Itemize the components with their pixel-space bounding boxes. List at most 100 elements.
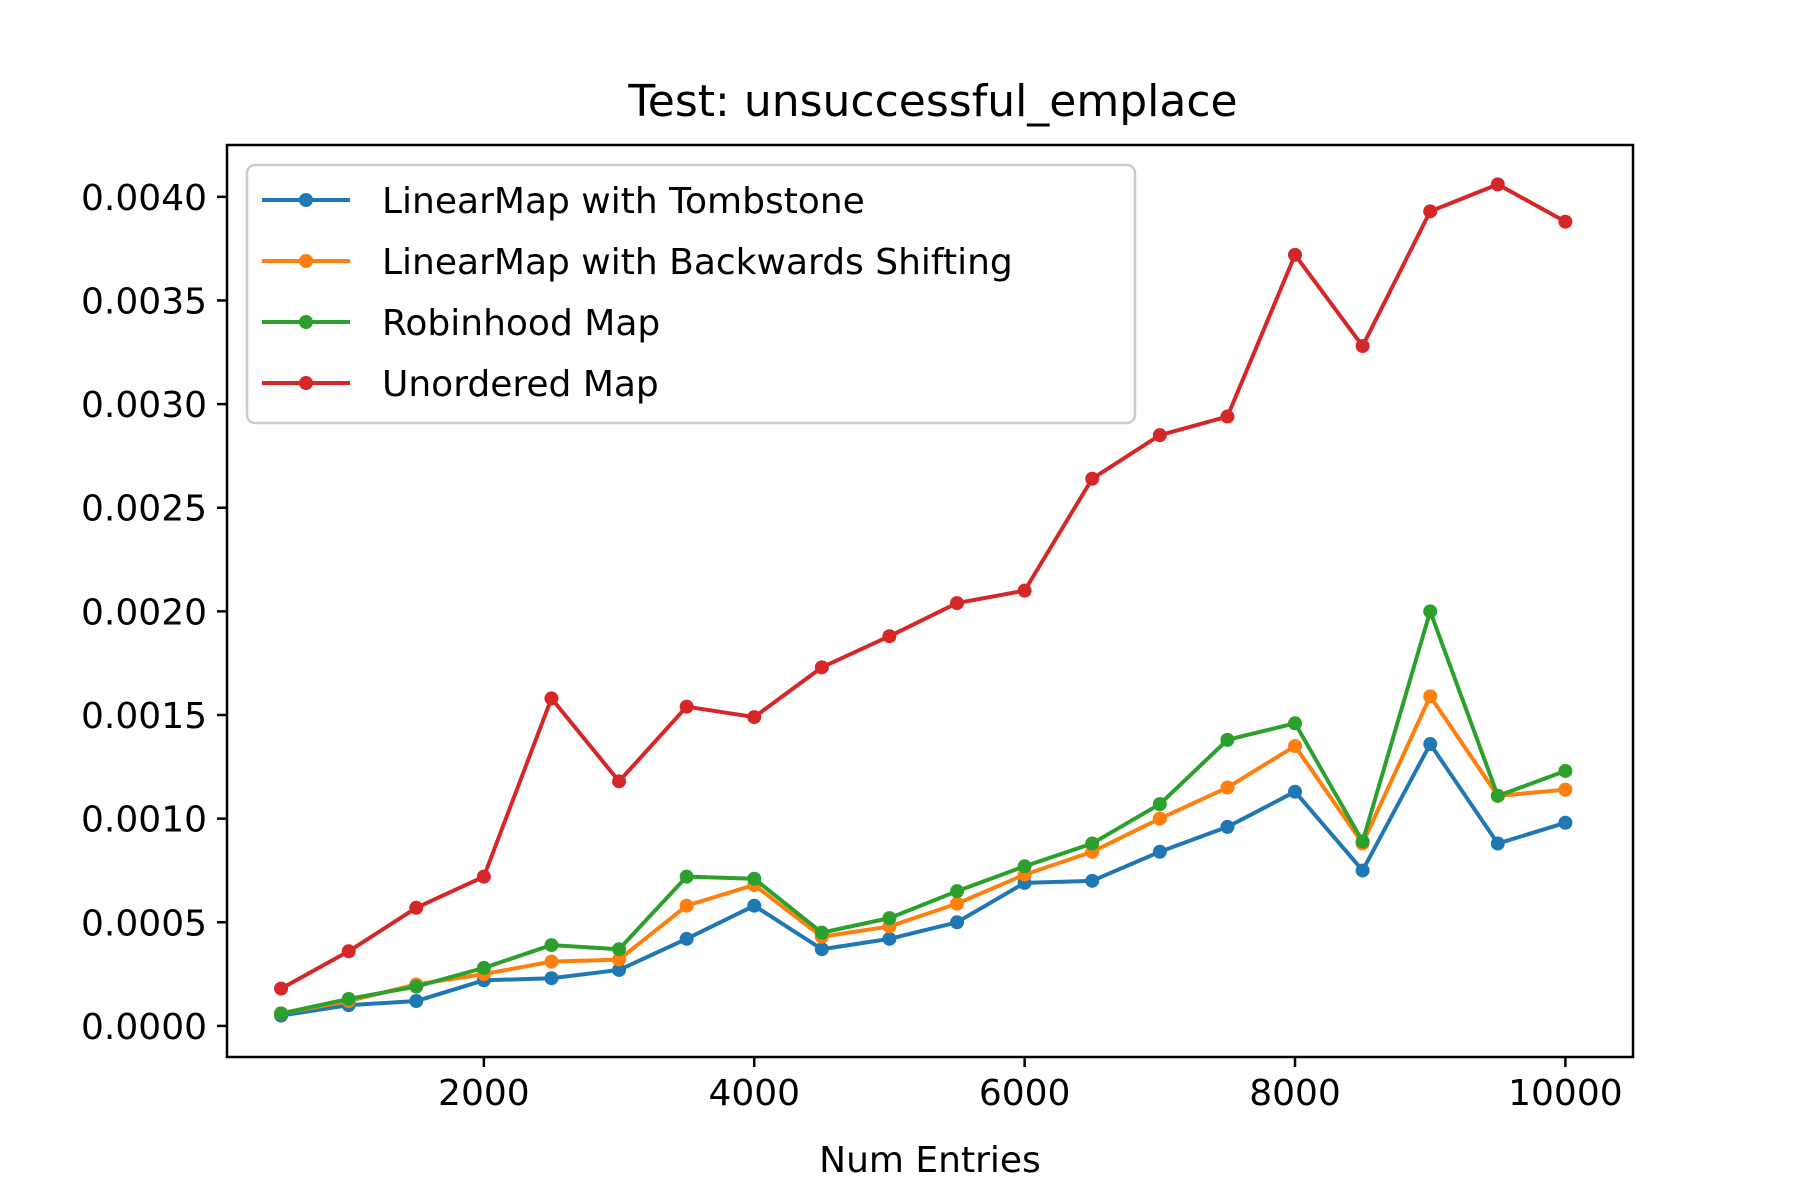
data-point	[612, 774, 627, 789]
data-point	[747, 871, 762, 886]
y-tick-label: 0.0020	[81, 592, 207, 633]
legend-items: LinearMap with Tombstone LinearMap with B…	[262, 181, 1013, 405]
data-point	[612, 962, 627, 977]
legend-marker	[299, 315, 313, 329]
data-point	[1288, 739, 1303, 754]
data-point	[409, 900, 424, 915]
plot-frame	[225, 143, 1635, 1059]
legend-marker	[299, 193, 313, 207]
data-point	[612, 942, 627, 957]
data-point	[679, 931, 694, 946]
y-tick-label: 0.0015	[81, 696, 207, 737]
data-point	[1152, 797, 1167, 812]
data-point	[1288, 247, 1303, 262]
data-point	[1490, 177, 1505, 192]
data-point	[882, 911, 897, 926]
legend-marker	[299, 376, 313, 390]
series-line-unordered-map	[278, 182, 1569, 992]
data-point	[544, 954, 559, 969]
data-point	[1017, 859, 1032, 874]
data-point	[1220, 819, 1235, 834]
y-tick-label: 0.0030	[81, 385, 207, 426]
data-point	[1558, 782, 1573, 797]
data-point	[1490, 788, 1505, 803]
plot-area	[225, 143, 1635, 1059]
data-point	[274, 981, 289, 996]
x-axis-label: Num Entries	[819, 1140, 1041, 1181]
data-point	[1558, 214, 1573, 229]
legend-item-linearmap-with-tombstone: LinearMap with Tombstone	[262, 181, 865, 222]
data-point	[679, 869, 694, 884]
data-point	[747, 710, 762, 725]
data-point	[1085, 836, 1100, 851]
series-line-linearmap-with-tombstone	[278, 742, 1568, 1018]
data-point	[476, 960, 491, 975]
data-point	[1423, 737, 1438, 752]
y-tick-label: 0.0025	[81, 489, 207, 530]
data-point	[1355, 834, 1370, 849]
data-point	[274, 1006, 289, 1021]
series-line-robinhood-map	[278, 609, 1568, 1016]
y-tick-label: 0.0000	[81, 1007, 207, 1048]
data-point	[1220, 732, 1235, 747]
legend-label: LinearMap with Backwards Shifting	[382, 242, 1013, 283]
series-line-linearmap-with-backwards-shifting	[278, 694, 1568, 1016]
y-tick-label: 0.0010	[81, 800, 207, 841]
data-point	[476, 869, 491, 884]
data-point	[1085, 471, 1100, 486]
data-point	[612, 952, 627, 967]
data-point	[950, 896, 965, 911]
data-point	[1558, 815, 1573, 830]
data-point	[1490, 836, 1505, 851]
data-point	[882, 629, 897, 644]
y-tick-label: 0.0005	[81, 903, 207, 944]
data-point	[1152, 428, 1167, 443]
data-point	[950, 915, 965, 930]
data-point	[341, 991, 356, 1006]
data-point	[1220, 409, 1235, 424]
x-tick-label: 4000	[708, 1073, 800, 1114]
data-point	[1152, 811, 1167, 826]
legend-label: LinearMap with Tombstone	[382, 181, 865, 222]
legend-label: Robinhood Map	[382, 303, 660, 344]
data-point	[1423, 689, 1438, 704]
data-point	[1288, 716, 1303, 731]
data-point	[814, 942, 829, 957]
legend-item-unordered-map: Unordered Map	[262, 364, 659, 405]
series-group	[274, 177, 1573, 1023]
data-point	[1423, 604, 1438, 619]
data-point	[544, 971, 559, 986]
series-robinhood-map	[274, 604, 1573, 1021]
data-point	[1355, 863, 1370, 878]
data-point	[1085, 873, 1100, 888]
data-point	[1152, 844, 1167, 859]
chart-title: Test: unsuccessful_emplace	[627, 76, 1237, 127]
data-point	[544, 938, 559, 953]
data-point	[882, 931, 897, 946]
legend-box	[245, 163, 1137, 425]
data-point	[409, 994, 424, 1009]
legend-marker	[299, 254, 313, 268]
data-point	[950, 596, 965, 611]
data-point	[409, 979, 424, 994]
data-point	[1423, 204, 1438, 219]
data-point	[1355, 339, 1370, 354]
data-point	[1017, 583, 1032, 598]
data-point	[814, 660, 829, 675]
legend-item-linearmap-with-backwards-shifting: LinearMap with Backwards Shifting	[262, 242, 1013, 283]
x-tick-label: 6000	[979, 1073, 1071, 1114]
data-point	[544, 691, 559, 706]
legend: LinearMap with Tombstone LinearMap with B…	[245, 163, 1137, 425]
data-point	[1288, 784, 1303, 799]
y-tick-label: 0.0035	[81, 281, 207, 322]
y-tick-label: 0.0040	[81, 178, 207, 219]
series-unordered-map	[274, 177, 1573, 996]
data-point	[341, 944, 356, 959]
legend-item-robinhood-map: Robinhood Map	[262, 303, 660, 344]
data-point	[1220, 780, 1235, 795]
data-point	[950, 884, 965, 899]
y-axis: 0.0000 0.0005 0.0010 0.0015 0.0020 0.0025 0.00…	[81, 178, 227, 1048]
x-tick-label: 8000	[1249, 1073, 1341, 1114]
data-point	[679, 699, 694, 714]
